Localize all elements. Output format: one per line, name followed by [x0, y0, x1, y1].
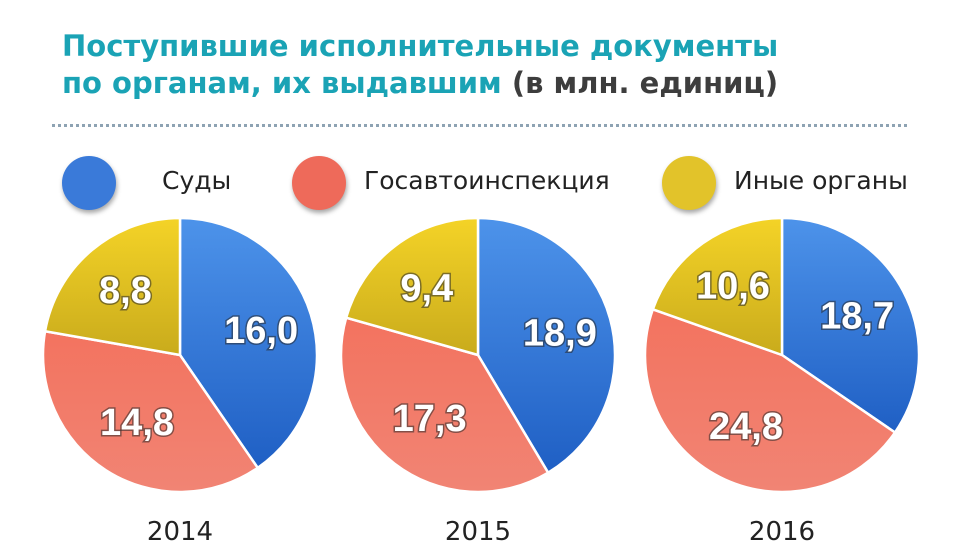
legend-swatch-other-bodies [662, 156, 716, 210]
pie-2016: 18,7 24,8 10,6 2016 [643, 216, 921, 547]
pie-slice-2015-traffic-police [339, 316, 550, 494]
title-line-1: Поступившие исполнительные документы [62, 29, 779, 63]
pie-slice-2015-other-bodies [344, 216, 480, 357]
slice-label-2014-traffic-police: 14,8 [100, 402, 174, 444]
pie-slice-2014-other-bodies [43, 216, 182, 357]
chart-title: Поступившие исполнительные документы по … [62, 28, 922, 102]
legend-label-other-bodies: Иные органы [734, 166, 908, 195]
year-label-2014: 2014 [147, 517, 213, 547]
title-unit: (в млн. единиц) [511, 66, 779, 100]
slice-label-2014-courts: 16,0 [224, 310, 298, 352]
pie-slice-2014-courts [178, 216, 319, 470]
legend-swatch-courts [62, 156, 116, 210]
legend-swatch-traffic-police [292, 156, 346, 210]
slice-label-2016-other-bodies: 10,6 [696, 266, 770, 308]
slice-label-2015-courts: 18,9 [523, 312, 597, 354]
dotted-divider [52, 124, 907, 127]
legend: Суды Госавтоинспекция Иные органы [0, 150, 966, 220]
year-label-2016: 2016 [749, 517, 815, 547]
title-line-2: по органам, их выдавшим [62, 66, 502, 100]
pie-slice-2015-courts [476, 216, 617, 475]
pie-slice-2014-traffic-police [41, 329, 260, 494]
legend-label-traffic-police: Госавтоинспекция [364, 166, 610, 195]
slice-label-2014-other-bodies: 8,8 [99, 270, 152, 312]
slice-label-2016-courts: 18,7 [820, 295, 894, 337]
pie-slice-2016-other-bodies [651, 216, 784, 357]
slice-label-2016-traffic-police: 24,8 [709, 406, 783, 448]
pie-2015: 18,9 17,3 9,4 2015 [339, 216, 617, 547]
pie-slice-2016-traffic-police [643, 307, 897, 494]
pie-2014: 16,0 14,8 8,8 2014 [41, 216, 319, 547]
year-label-2015: 2015 [445, 517, 511, 547]
pie-slice-2016-courts [780, 216, 921, 435]
slice-label-2015-traffic-police: 17,3 [393, 398, 467, 440]
legend-label-courts: Суды [162, 166, 232, 195]
slice-label-2015-other-bodies: 9,4 [400, 267, 453, 309]
